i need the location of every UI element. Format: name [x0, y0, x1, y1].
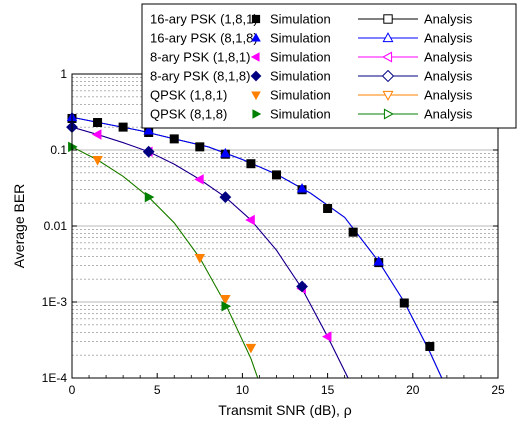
simulation-point	[297, 183, 307, 192]
y-tick-label: 1	[60, 67, 67, 81]
analysis-curve-2	[71, 116, 443, 379]
legend-series-name: QPSK (1,8,1)	[150, 88, 227, 103]
legend-analysis-marker	[382, 51, 393, 63]
x-tick-label: 20	[406, 383, 420, 397]
legend-analysis-marker	[381, 69, 395, 83]
legend-simulation-label: Simulation	[270, 69, 331, 84]
legend-analysis-marker	[383, 14, 393, 24]
simulation-point	[297, 281, 308, 292]
analysis-curve-6	[71, 146, 259, 379]
analysis-curve-3	[71, 126, 349, 379]
analysis-curve-5	[71, 146, 259, 379]
simulation-point	[220, 148, 230, 157]
legend-analysis-label: Analysis	[424, 31, 473, 46]
x-tick-label: 25	[491, 383, 505, 397]
y-tick-label: 1E-4	[42, 371, 68, 385]
legend-analysis-label: Analysis	[424, 69, 473, 84]
simulation-point	[349, 228, 357, 236]
x-tick-label: 0	[69, 383, 76, 397]
simulation-point	[322, 332, 331, 342]
analysis-curve-4	[71, 126, 349, 379]
simulation-point	[93, 156, 103, 165]
simulation-point	[220, 192, 231, 203]
simulation-point	[222, 301, 231, 311]
simulation-point	[195, 254, 205, 263]
simulation-point	[323, 204, 332, 213]
x-tick-label: 10	[236, 383, 250, 397]
x-tick-label: 5	[154, 383, 161, 397]
legend-box	[141, 3, 517, 129]
analysis-curve-1	[71, 116, 443, 379]
simulation-point	[374, 256, 384, 265]
legend-series-name: 16-ary PSK (1,8,1)	[150, 12, 258, 27]
legend-simulation-label: Simulation	[270, 50, 331, 65]
legend-entry: 16-ary PSK (1,8,1) Simulation Analysis	[150, 12, 473, 27]
simulation-point	[400, 299, 409, 307]
legend: 16-ary PSK (1,8,1) Simulation Analysis16-a…	[141, 3, 517, 129]
simulation-point	[119, 123, 127, 131]
curves-layer	[71, 116, 443, 379]
legend-simulation-label: Simulation	[270, 12, 331, 27]
simulation-point	[194, 174, 204, 184]
legend-simulation-marker	[252, 109, 262, 119]
simulation-point	[144, 125, 154, 134]
simulation-point	[220, 295, 230, 304]
simulation-point	[247, 159, 255, 168]
legend-analysis-label: Analysis	[424, 88, 473, 103]
legend-simulation-marker	[250, 70, 262, 82]
legend-simulation-marker	[251, 14, 261, 24]
simulation-point	[426, 342, 434, 351]
legend-entry: 8-ary PSK (8,1,8) Simulation Analysis	[150, 69, 473, 84]
legend-series-name: 8-ary PSK (1,8,1)	[150, 50, 250, 65]
simulation-point	[145, 192, 154, 202]
legend-entry: QPSK (1,8,1) Simulation Analysis	[150, 88, 473, 103]
simulation-point	[246, 344, 256, 353]
simulation-point	[170, 135, 179, 143]
legend-simulation-label: Simulation	[270, 31, 331, 46]
legend-analysis-label: Analysis	[424, 107, 473, 122]
simulation-point	[92, 130, 101, 139]
y-tick-label: 1E-3	[42, 295, 68, 309]
legend-entry: 8-ary PSK (1,8,1) Simulation Analysis	[150, 50, 473, 65]
simulation-point	[196, 143, 204, 151]
legend-series-name: QPSK (8,1,8)	[150, 107, 227, 122]
legend-rows: 16-ary PSK (1,8,1) Simulation Analysis16-a…	[150, 12, 473, 122]
simulation-point	[246, 215, 255, 225]
legend-analysis-label: Analysis	[424, 12, 473, 27]
legend-analysis-marker	[382, 32, 394, 43]
legend-simulation-marker	[251, 91, 261, 101]
legend-simulation-label: Simulation	[270, 88, 331, 103]
legend-entry: 16-ary PSK (8,1,8) Simulation Analysis	[150, 31, 473, 46]
y-tick-label: 0.1	[50, 143, 67, 157]
legend-series-name: 16-ary PSK (8,1,8)	[150, 31, 258, 46]
y-axis-title: Average BER	[11, 184, 27, 269]
markers-layer	[66, 111, 435, 354]
legend-simulation-label: Simulation	[270, 107, 331, 122]
simulation-point	[272, 171, 281, 179]
legend-entry: QPSK (8,1,8) Simulation Analysis	[150, 107, 473, 122]
legend-simulation-marker	[251, 32, 261, 42]
y-tick-label: 0.01	[44, 219, 68, 233]
simulation-point	[93, 118, 102, 127]
simulation-point	[143, 146, 154, 157]
legend-analysis-label: Analysis	[424, 50, 473, 65]
x-tick-label: 15	[321, 383, 335, 397]
legend-series-name: 8-ary PSK (8,1,8)	[150, 69, 250, 84]
legend-simulation-marker	[250, 52, 260, 62]
legend-analysis-marker	[382, 90, 394, 101]
legend-analysis-marker	[383, 108, 394, 120]
x-axis-title: Transmit SNR (dB), ρ	[218, 402, 351, 418]
